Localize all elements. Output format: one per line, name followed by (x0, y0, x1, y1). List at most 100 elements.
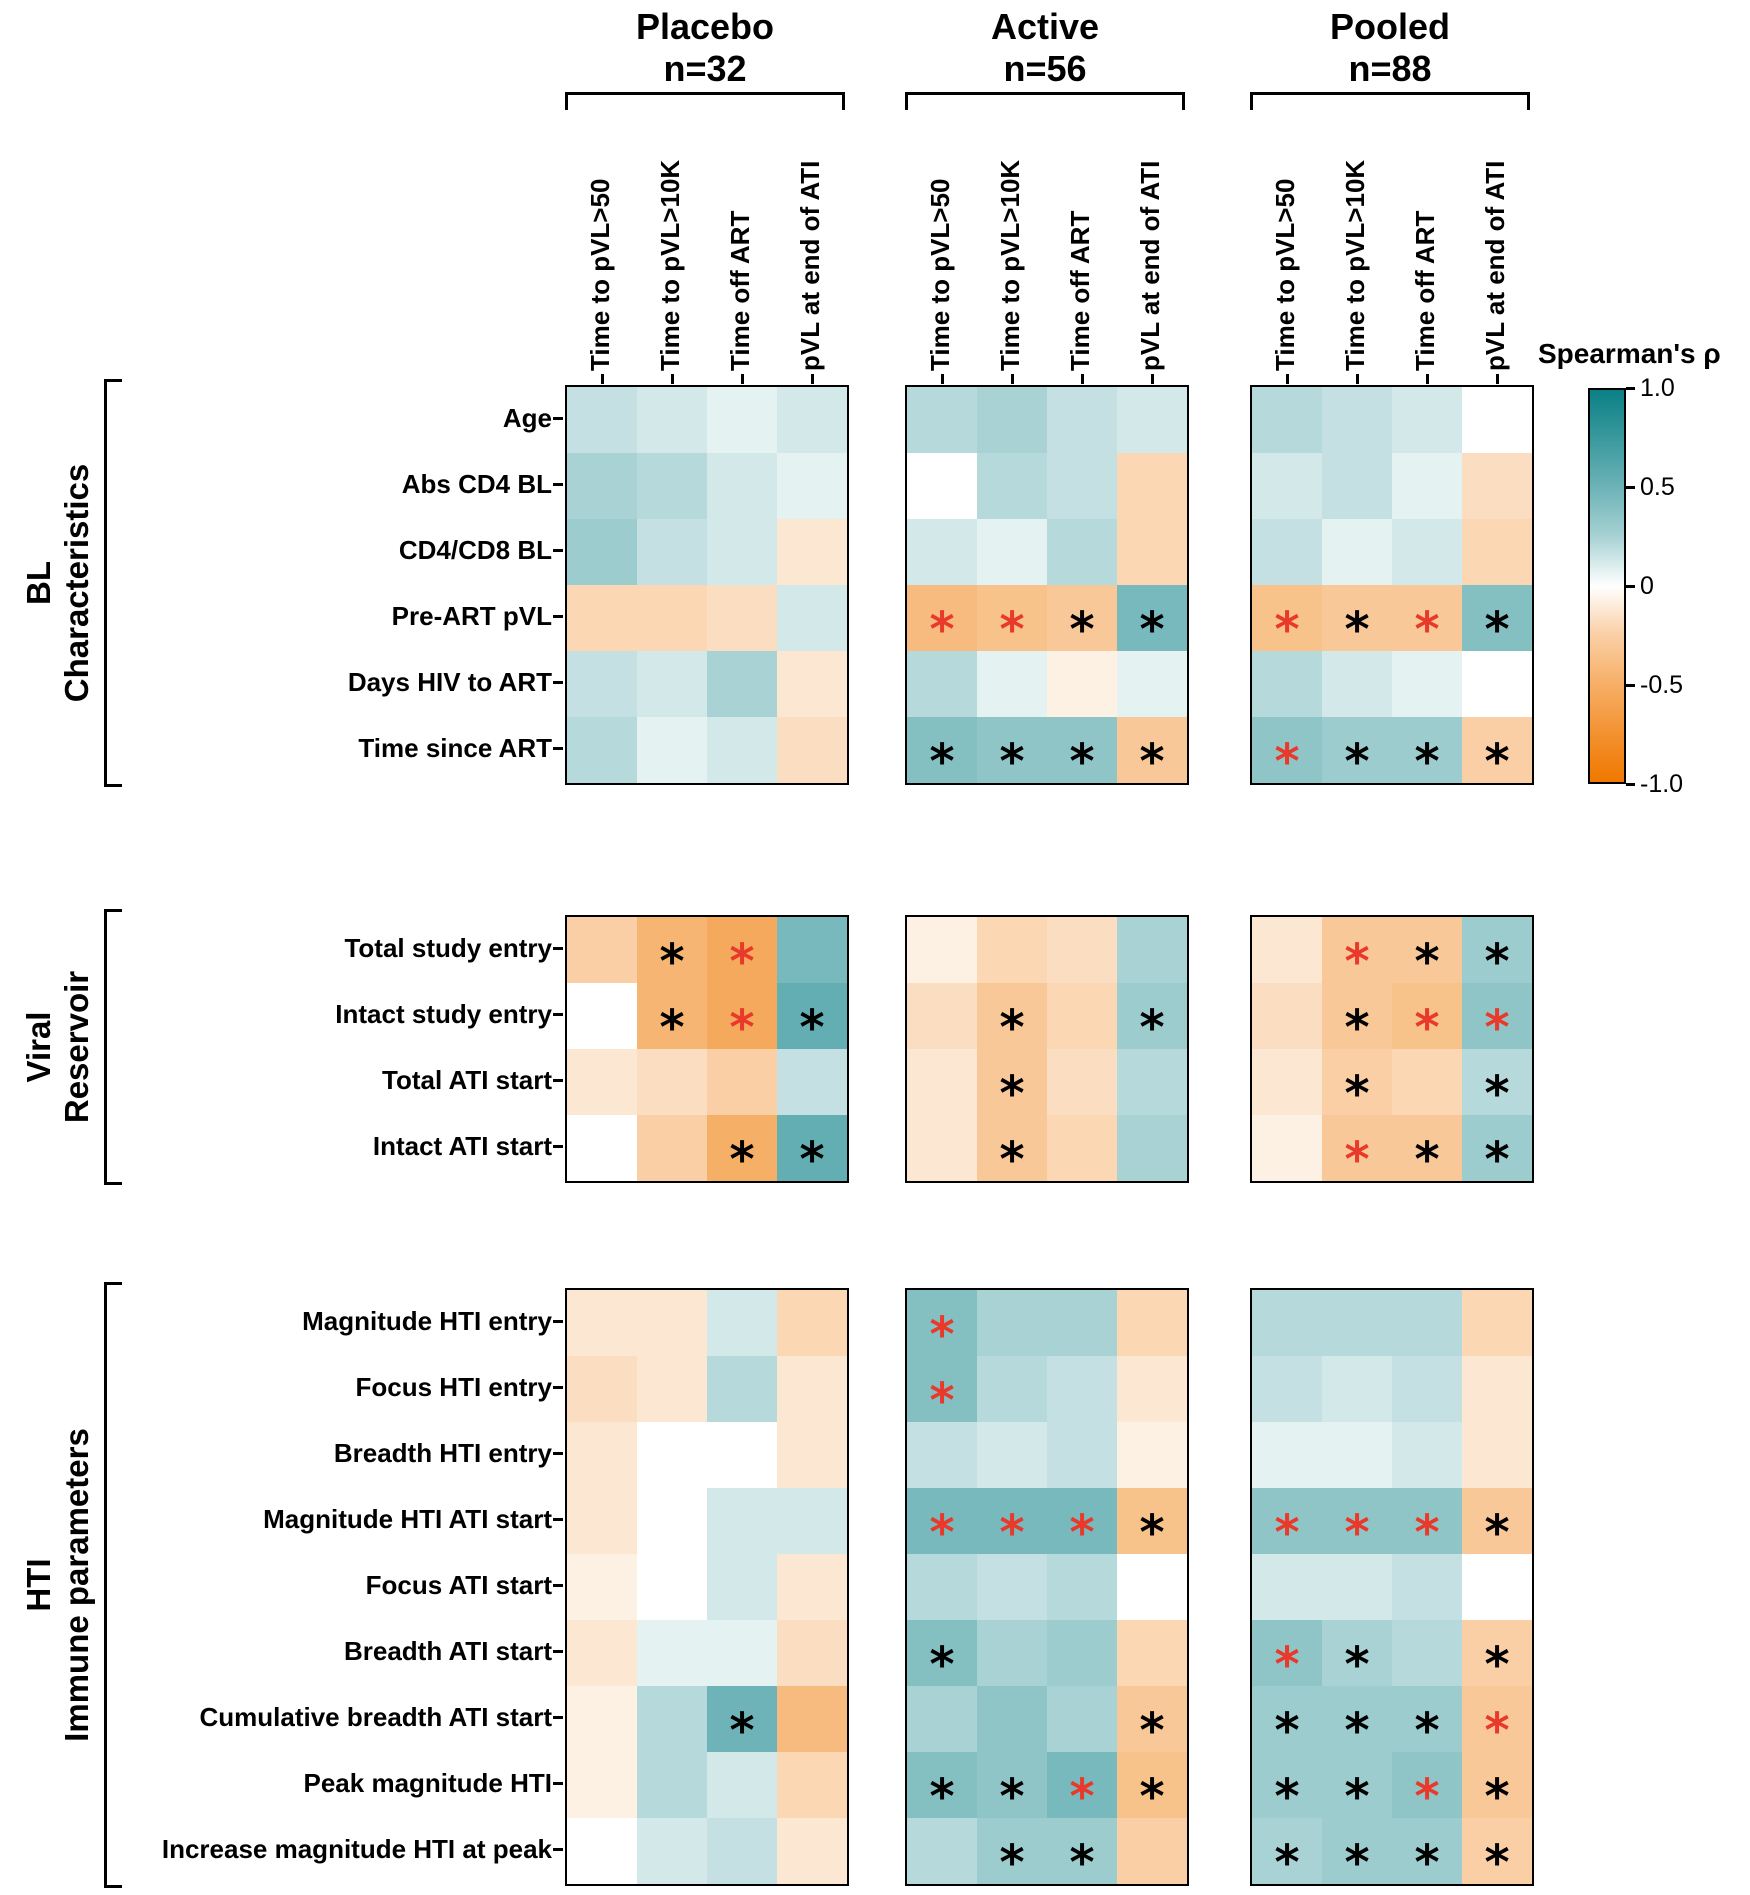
heatmap-cell (707, 717, 777, 783)
heatmap-cell (1252, 1115, 1322, 1181)
row-label: CD4/CD8 BL (398, 535, 552, 565)
significance-star-red: * (929, 1505, 955, 1561)
heatmap-cell (977, 917, 1047, 983)
heatmap-cell (567, 1356, 637, 1422)
heatmap-cell: * (977, 1115, 1047, 1188)
legend-tickmark (1626, 683, 1635, 687)
heatmap-cell: * (1047, 585, 1117, 658)
row-label: Pre-ART pVL (391, 601, 552, 631)
significance-star-red: * (1274, 734, 1300, 790)
heatmap-cell (1047, 1422, 1117, 1488)
heatmap-cell (777, 1488, 847, 1554)
heatmap-cell (637, 1620, 707, 1686)
heatmap-cell (777, 585, 847, 651)
heatmap-cell (1322, 387, 1392, 453)
significance-star-red: * (1069, 1505, 1095, 1561)
heatmap-cell (707, 387, 777, 453)
row-label: Time since ART (358, 733, 552, 763)
legend-tickmark (1626, 584, 1635, 588)
significance-star-red: * (929, 1307, 955, 1363)
panel-bracket-active (905, 92, 1185, 110)
group-label-line: Characteristics (58, 463, 95, 703)
row-label: Intact study entry (335, 999, 552, 1029)
column-axis-tick (670, 374, 674, 384)
column-label: Time to pVL>50 (1270, 178, 1300, 371)
heatmap-cell (777, 453, 847, 519)
heatmap-cell (977, 519, 1047, 585)
heatmap-cell (907, 917, 977, 983)
heatmap-cell (907, 453, 977, 519)
heatmap-cell: * (1462, 917, 1532, 990)
heatmap-cell (977, 453, 1047, 519)
heatmap-cell: * (1252, 585, 1322, 658)
heatmap-cell: * (1322, 1686, 1392, 1759)
heatmap-cell (1462, 1422, 1532, 1488)
column-label: Time off ART (1410, 210, 1440, 371)
heatmap-cell (777, 1290, 847, 1356)
row-axis-tick (553, 482, 563, 486)
heatmap-cell (1392, 387, 1462, 453)
row-axis-tick (553, 1847, 563, 1851)
heatmap-cell: * (1252, 1620, 1322, 1693)
heatmap-cell (1117, 519, 1187, 585)
column-axis-tick (600, 374, 604, 384)
heatmap-cell (707, 453, 777, 519)
heatmap-cell: * (907, 1752, 977, 1825)
heatmap-cell (1322, 1356, 1392, 1422)
row-axis-tick (553, 1144, 563, 1148)
row-label: Breadth HTI entry (333, 1438, 552, 1468)
heatmap-cell: * (1322, 1115, 1392, 1188)
heatmap-cell (637, 717, 707, 783)
heatmap-cell (1462, 1356, 1532, 1422)
heatmap-cell: * (1462, 1115, 1532, 1188)
heatmap-cell (907, 983, 977, 1049)
legend-tick-label: 0 (1640, 572, 1654, 600)
heatmap-cell (907, 387, 977, 453)
column-axis-tick (1425, 374, 1429, 384)
heatmap-cell (567, 1422, 637, 1488)
heatmap-cell (1392, 1620, 1462, 1686)
significance-star-black: * (1484, 1066, 1510, 1122)
heatmap-cell (1252, 1049, 1322, 1115)
heatmap-cell: * (1322, 717, 1392, 790)
heatmap-cell: * (907, 585, 977, 658)
heatmap-cell (977, 651, 1047, 717)
row-axis-tick (553, 1385, 563, 1389)
heatmap-cell (907, 651, 977, 717)
significance-star-black: * (1344, 1637, 1370, 1693)
heatmap-cell (1047, 917, 1117, 983)
group-label-line: Viral (20, 1011, 57, 1083)
heatmap-cell (1462, 387, 1532, 453)
heatmap-cell: * (707, 1686, 777, 1759)
row-axis-tick (553, 1319, 563, 1323)
significance-star-red: * (729, 1000, 755, 1056)
heatmap-cell (1117, 917, 1187, 983)
heatmap-cell (1392, 1554, 1462, 1620)
significance-star-black: * (999, 1835, 1025, 1891)
heatmap-cell (1047, 453, 1117, 519)
heatmap-cell (707, 1554, 777, 1620)
heatmap-cell (977, 1686, 1047, 1752)
heatmap-cell (1117, 1620, 1187, 1686)
heatmap-cell (1047, 651, 1117, 717)
significance-star-black: * (999, 1132, 1025, 1188)
heatmap-cell: * (1117, 983, 1187, 1056)
heatmap-cell (1322, 1554, 1392, 1620)
heatmap-cell (907, 1049, 977, 1115)
significance-star-black: * (1484, 1769, 1510, 1825)
heatmap-cell (1322, 519, 1392, 585)
significance-star-black: * (929, 1769, 955, 1825)
heatmap-cell (1047, 1554, 1117, 1620)
heatmap-cell: * (1047, 1752, 1117, 1825)
heatmap-cell (707, 585, 777, 651)
row-axis-tick (553, 416, 563, 420)
heatmap-cell: * (1462, 1686, 1532, 1759)
significance-star-black: * (1344, 1703, 1370, 1759)
row-label: Magnitude HTI entry (302, 1306, 552, 1336)
heatmap-cell (1252, 1554, 1322, 1620)
row-label: Days HIV to ART (347, 667, 552, 697)
heatmap-cell: * (1392, 1818, 1462, 1891)
heatmap-cell: * (1322, 917, 1392, 990)
heatmap-cell (637, 1115, 707, 1181)
heatmap-grid-pooled-group0: * * * * * * * * (1250, 385, 1534, 790)
